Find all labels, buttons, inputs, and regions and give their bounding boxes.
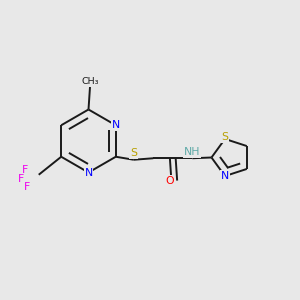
Text: O: O: [165, 176, 174, 186]
Text: N: N: [84, 167, 93, 178]
Text: N: N: [221, 171, 229, 181]
Text: CH₃: CH₃: [81, 77, 99, 86]
Text: NH: NH: [184, 147, 200, 157]
Text: S: S: [221, 133, 229, 142]
Text: S: S: [130, 148, 137, 158]
Text: F: F: [22, 165, 28, 175]
Text: F: F: [24, 182, 30, 192]
Text: N: N: [112, 120, 120, 130]
Text: F: F: [18, 174, 24, 184]
